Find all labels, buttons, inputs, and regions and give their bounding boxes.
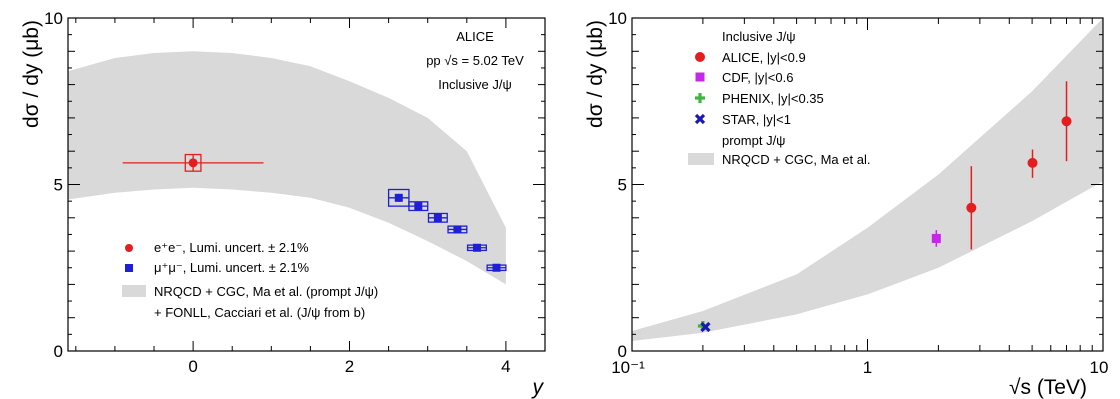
data-point (1061, 116, 1072, 127)
x-tick-label: 2 (345, 357, 354, 376)
legend-label: ALICE, |y|<0.9 (722, 50, 806, 65)
theory-band (68, 51, 506, 285)
legend-label-ee: e⁺e⁻, Lumi. uncert. ± 2.1% (154, 240, 309, 255)
legend-marker-band (688, 153, 714, 165)
x-axis-label: √s (TeV) (1009, 376, 1087, 399)
data-point (188, 158, 198, 168)
x-axis-label: y (531, 376, 545, 399)
data-point (1027, 157, 1038, 168)
data-point (931, 233, 941, 243)
legend-title: Inclusive J/ψ (722, 29, 796, 44)
x-tick-label: 10 (1090, 358, 1109, 377)
y-tick-label: 5 (54, 176, 63, 195)
y-tick-label: 10 (44, 9, 63, 28)
legend-marker-ee (125, 244, 133, 252)
y-tick-label: 5 (618, 176, 627, 195)
systematic-box (427, 212, 448, 223)
x-tick-label: 4 (501, 357, 510, 376)
data-point (472, 243, 481, 252)
y-axis-label: dσ / dy (μb) (20, 20, 43, 128)
data-point (414, 202, 423, 211)
x-tick-label: 0 (188, 357, 197, 376)
legend-marker (695, 93, 705, 103)
annotation-selection: Inclusive J/ψ (438, 77, 512, 92)
data-point (492, 263, 501, 272)
legend-label-mumu: μ⁺μ⁻, Lumi. uncert. ± 2.1% (154, 260, 310, 275)
legend-subtitle: prompt J/ψ (722, 133, 785, 148)
data-point (966, 202, 977, 213)
legend-label-band-2: + FONLL, Cacciari et al. (J/ψ from b) (154, 305, 365, 320)
legend-marker (695, 52, 705, 62)
systematic-box (408, 201, 429, 212)
data-point (453, 225, 462, 234)
panel-rapidity: 0 2 4 0 5 10 y dσ / dy (μb) ALICE pp √s = 5.02 Te… (20, 9, 546, 399)
legend-label: PHENIX, |y|<0.35 (722, 91, 824, 106)
legend-marker (694, 113, 706, 125)
y-axis-label: dσ / dy (μb) (584, 20, 607, 128)
y-tick-label: 0 (54, 342, 63, 361)
systematic-box (184, 153, 202, 172)
systematic-box (387, 188, 410, 207)
legend-label-band: NRQCD + CGC, Ma et al. (prompt J/ψ) (154, 284, 378, 299)
y-tick-label: 0 (618, 342, 627, 361)
data-point (433, 213, 442, 222)
annotation-experiment: ALICE (456, 29, 494, 44)
legend-label: STAR, |y|<1 (722, 112, 791, 127)
y-tick-label: 10 (608, 9, 627, 28)
legend-marker-mumu (125, 264, 133, 272)
legend-marker-band (122, 285, 146, 297)
data-point (394, 193, 403, 202)
legend-marker (695, 72, 705, 82)
theory-band (632, 18, 1103, 341)
x-tick-label: 1 (863, 358, 872, 377)
legend-band-label: NRQCD + CGC, Ma et al. (722, 152, 870, 167)
x-tick-label: 10⁻¹ (611, 358, 645, 377)
legend-label: CDF, |y|<0.6 (722, 70, 793, 85)
annotation-energy: pp √s = 5.02 TeV (426, 53, 524, 68)
data-point (700, 321, 711, 333)
